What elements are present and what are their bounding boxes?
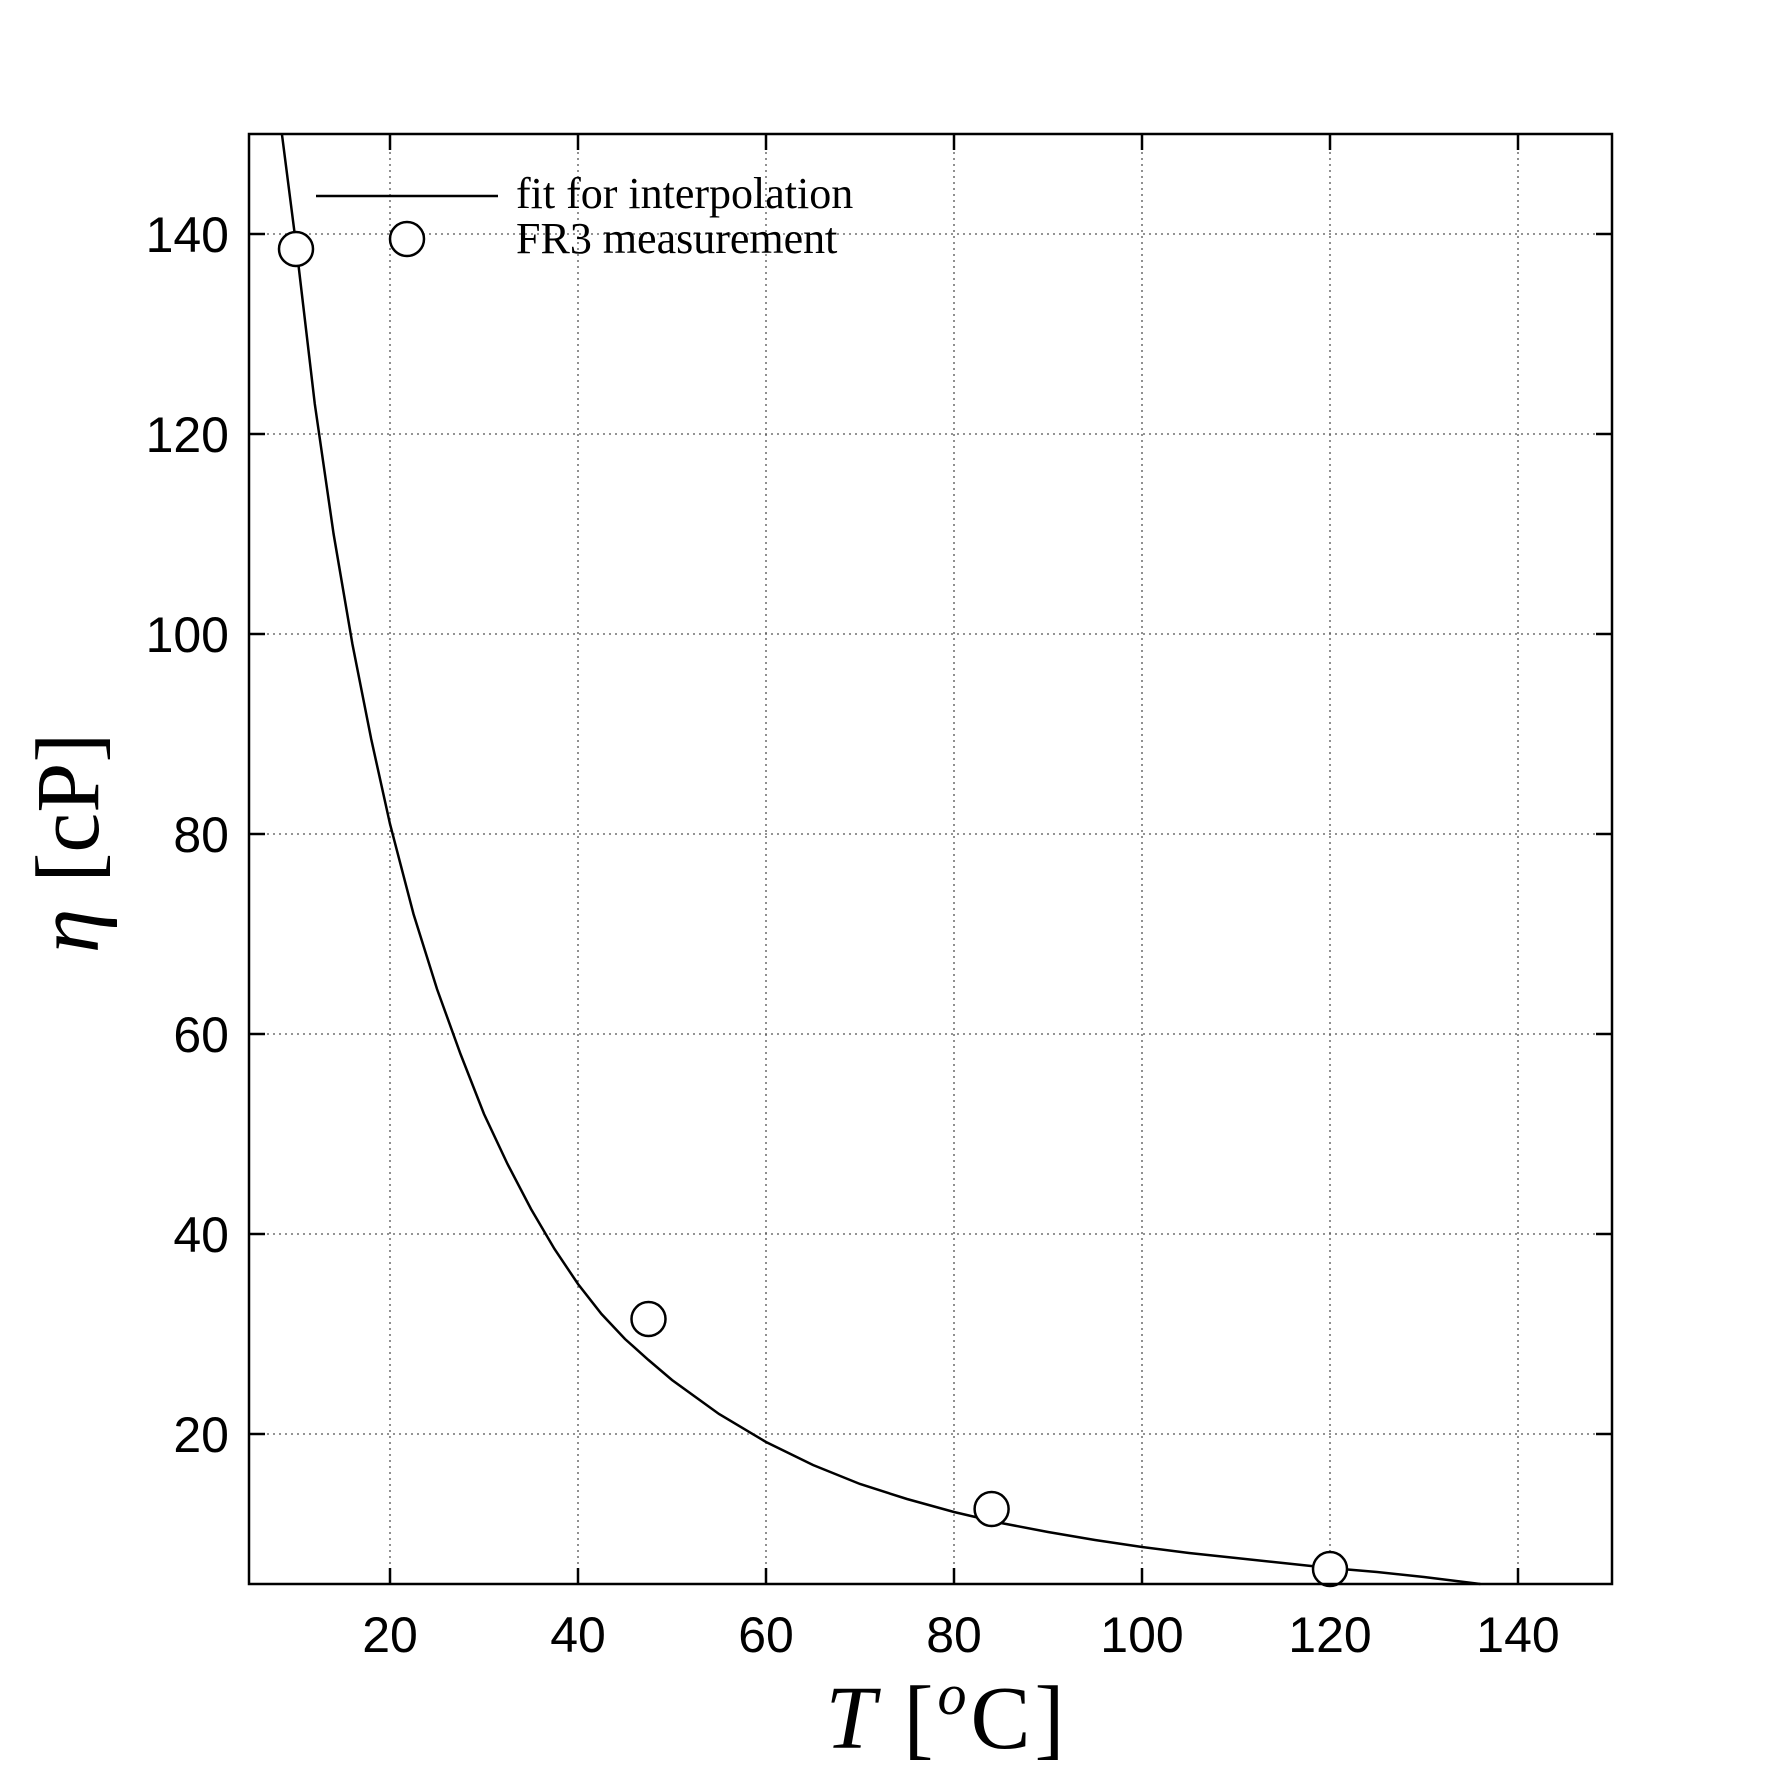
y-tick-label: 80: [173, 807, 229, 863]
measurement-point: [630, 1300, 667, 1338]
y-tick-label: 60: [173, 1007, 229, 1063]
x-tick-label: 40: [550, 1607, 606, 1663]
legend-circle-swatch: [388, 220, 426, 258]
x-axis-label: T [ o C ]: [825, 1662, 1064, 1768]
x-tick-label: 120: [1288, 1607, 1371, 1663]
x-axis-bracket-open: [: [904, 1669, 934, 1768]
x-tick-label: 80: [926, 1607, 982, 1663]
legend-label-fit: fit for interpolation: [516, 169, 853, 218]
grid: [249, 134, 1612, 1584]
x-axis-degree: o: [938, 1662, 967, 1727]
y-tick-label: 120: [146, 407, 229, 463]
measurement-point: [1311, 1550, 1349, 1588]
measurement-point: [277, 230, 315, 268]
y-tick-label: 20: [173, 1407, 229, 1463]
legend: fit for interpolation FR3 measurement: [316, 169, 853, 263]
y-tick-label: 100: [146, 607, 229, 663]
y-axis-label: η [cP]: [19, 733, 118, 954]
axis-ticks: [249, 134, 1612, 1584]
y-tick-label: 40: [173, 1207, 229, 1263]
x-axis-symbol: T: [825, 1669, 881, 1768]
y-tick-labels: 20 40 60 80 100 120 140: [146, 207, 229, 1463]
legend-label-measurement: FR3 measurement: [516, 214, 837, 263]
y-axis-symbol: η: [19, 909, 118, 954]
y-axis-unit: [cP]: [19, 733, 118, 883]
x-tick-label: 60: [738, 1607, 794, 1663]
x-tick-labels: 20 40 60 80 100 120 140: [362, 1607, 1560, 1663]
x-axis-bracket-close: ]: [1035, 1669, 1065, 1768]
fit-curve-line: [280, 133, 1481, 1586]
x-axis-unit: C: [971, 1669, 1031, 1768]
measurement-markers: [277, 230, 1349, 1588]
plot-frame: [247, 132, 1614, 1586]
measurement-point: [973, 1490, 1010, 1528]
x-tick-label: 140: [1476, 1607, 1559, 1663]
x-tick-label: 20: [362, 1607, 418, 1663]
x-tick-label: 100: [1100, 1607, 1183, 1663]
y-tick-label: 140: [146, 207, 229, 263]
fit-curve-layer: [280, 133, 1481, 1586]
